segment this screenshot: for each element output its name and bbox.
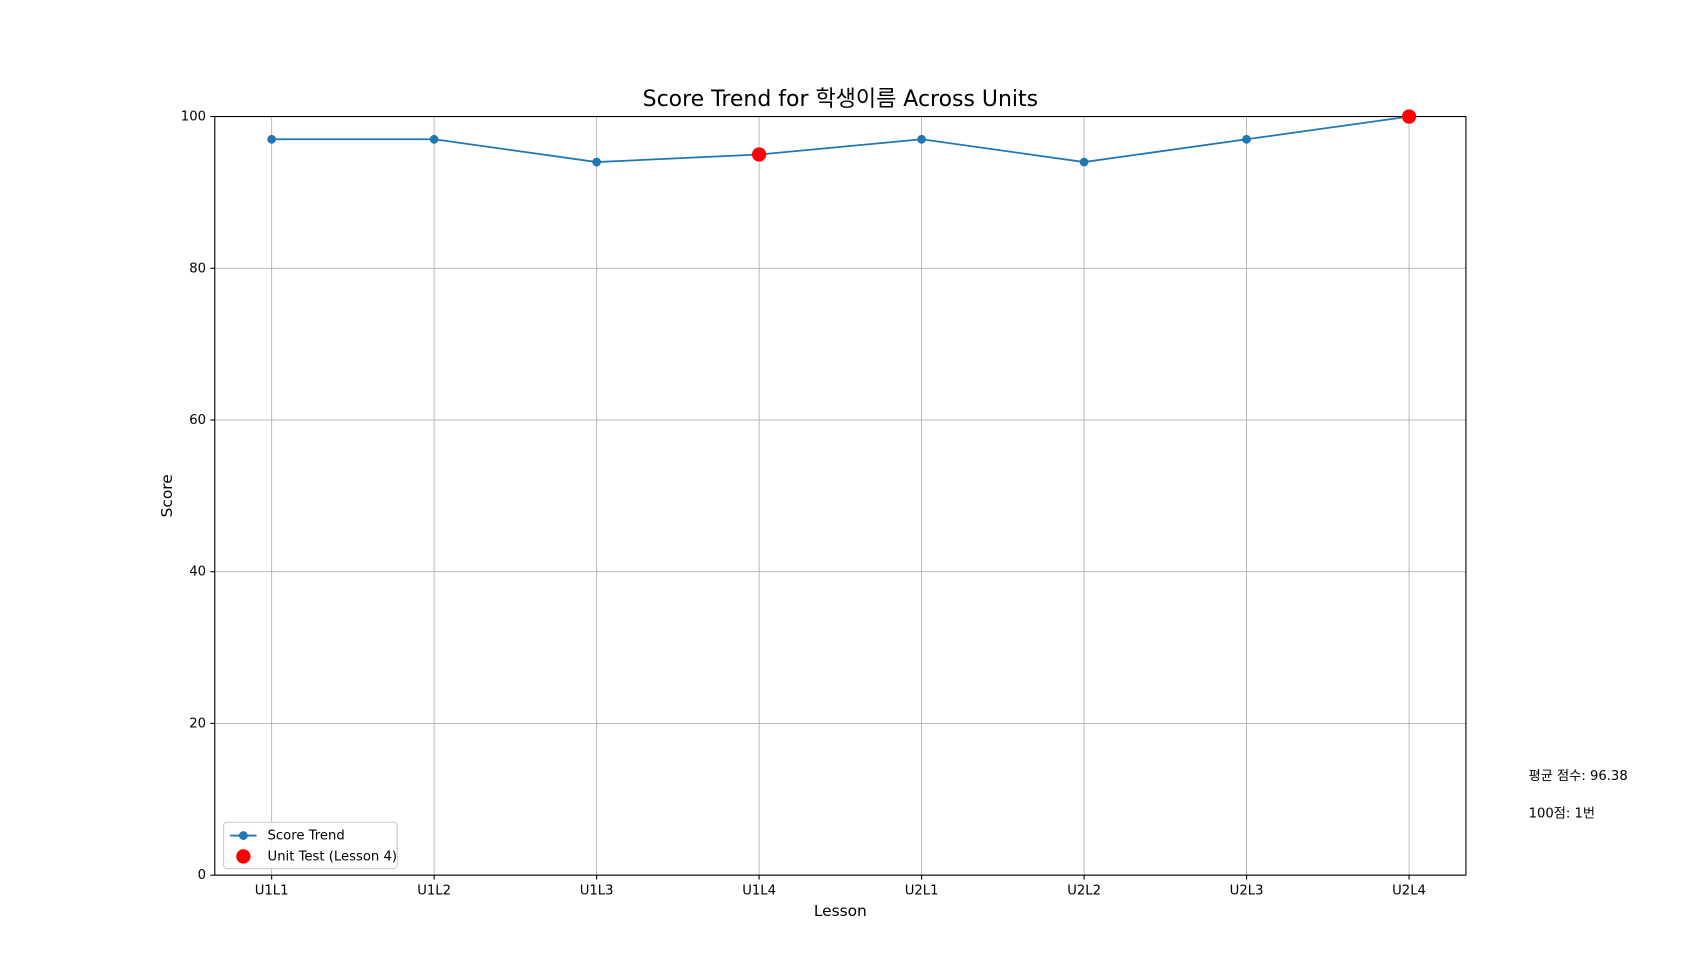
chart-title: Score Trend for 학생이름 Across Units — [643, 87, 1038, 112]
x-tick-label: U1L3 — [580, 884, 614, 899]
point — [1079, 157, 1089, 167]
x-tick-label: U1L4 — [742, 884, 776, 899]
line — [271, 115, 1410, 163]
highlight-point — [1401, 109, 1417, 124]
x-tick-label: U2L4 — [1392, 884, 1426, 899]
point — [917, 134, 926, 144]
plot-frame — [214, 115, 1467, 876]
y-axis-label: Score — [158, 474, 176, 517]
y-tick-label: 100 — [181, 110, 206, 125]
point — [1242, 134, 1251, 144]
annotation: 100점: 1번 — [1529, 806, 1595, 822]
legend-marker — [236, 849, 251, 864]
legend-label: Unit Test (Lesson 4) — [268, 849, 397, 864]
point — [592, 157, 602, 167]
highlight-point — [751, 147, 767, 162]
x-tick-label: U1L2 — [417, 884, 451, 899]
point — [267, 134, 277, 144]
y-tick-label: 0 — [198, 868, 206, 883]
annotation: 평균 점수: 96.38 — [1529, 768, 1628, 784]
legend-box — [223, 821, 398, 870]
x-axis-label: Lesson — [814, 902, 867, 920]
y-tick-label: 40 — [189, 565, 206, 580]
y-tick-label: 20 — [189, 716, 206, 731]
legend-marker — [238, 831, 248, 840]
y-tick-label: 80 — [189, 261, 206, 276]
point — [429, 134, 439, 144]
x-tick-label: U2L2 — [1067, 884, 1101, 899]
x-tick-label: U1L1 — [255, 884, 289, 899]
x-tick-label: U2L3 — [1230, 884, 1264, 899]
y-tick-label: 60 — [189, 413, 206, 428]
x-tick-label: U2L1 — [905, 884, 939, 899]
legend-label: Score Trend — [268, 829, 345, 844]
